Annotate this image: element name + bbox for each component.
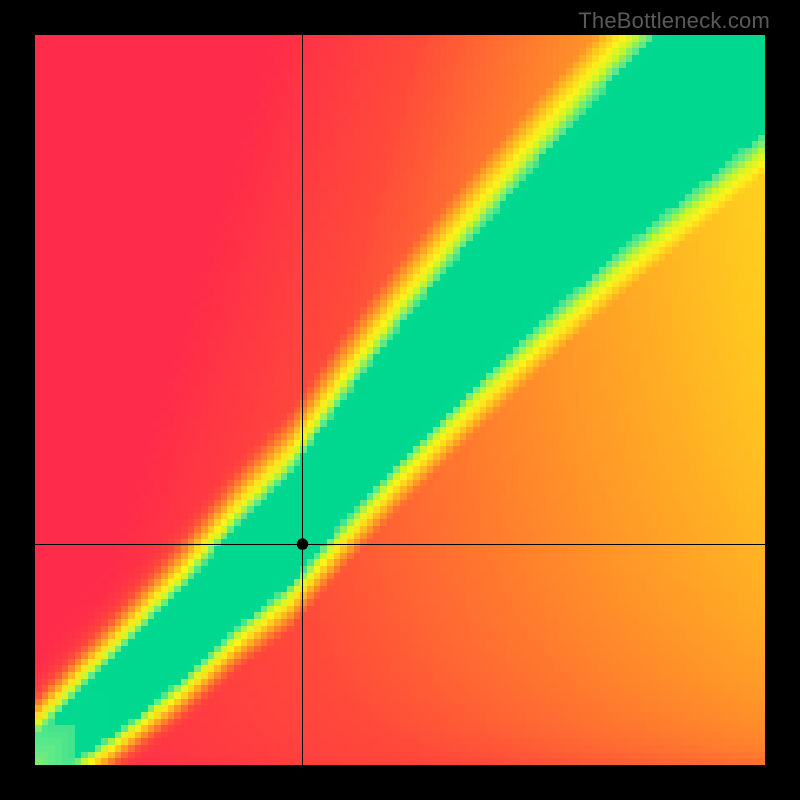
heatmap-canvas [35, 35, 765, 765]
watermark-text: TheBottleneck.com [578, 8, 770, 34]
bottleneck-heatmap [35, 35, 765, 765]
